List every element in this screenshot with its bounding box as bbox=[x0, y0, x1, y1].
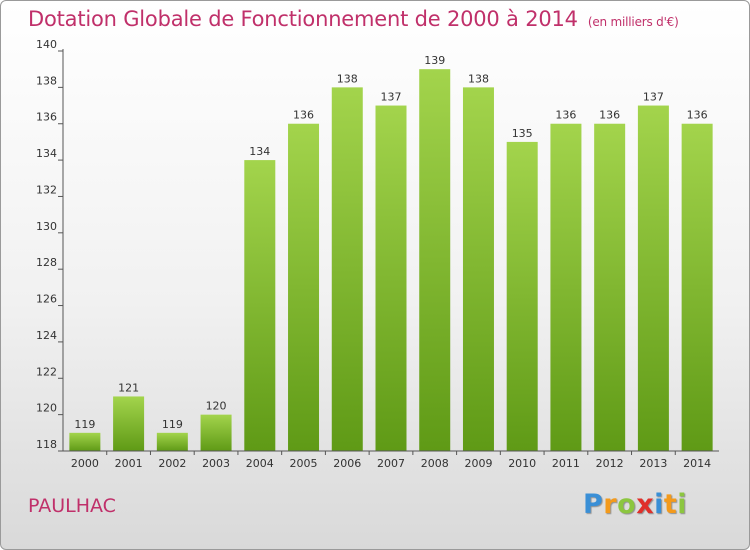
bar-value-label: 121 bbox=[118, 381, 139, 394]
bar-2004 bbox=[244, 160, 276, 451]
x-tick-label: 2002 bbox=[158, 457, 186, 470]
bar-2002 bbox=[156, 432, 188, 451]
y-tick-label: 120 bbox=[36, 402, 57, 415]
x-tick-label: 2009 bbox=[464, 457, 492, 470]
bar-value-label: 136 bbox=[599, 109, 620, 122]
y-tick-label: 118 bbox=[36, 438, 57, 451]
y-tick-label: 130 bbox=[36, 220, 57, 233]
bars: 119 121 119 120 134 136 138 137 139 138 135 136 136 1… bbox=[69, 54, 713, 452]
y-tick-label: 140 bbox=[36, 38, 57, 51]
proxiti-logo: Proxiti bbox=[583, 489, 687, 525]
x-tick-label: 2014 bbox=[683, 457, 711, 470]
y-tick-label: 136 bbox=[36, 111, 57, 124]
y-tick-label: 124 bbox=[36, 329, 57, 342]
bar-value-label: 139 bbox=[424, 54, 445, 67]
y-tick-label: 122 bbox=[36, 365, 57, 378]
x-tick-label: 2006 bbox=[333, 457, 361, 470]
y-tick-label: 126 bbox=[36, 293, 57, 306]
commune-name: PAULHAC bbox=[28, 495, 116, 517]
x-tick-label: 2000 bbox=[71, 457, 99, 470]
logo-letter: x bbox=[636, 489, 655, 520]
y-tick-label: 128 bbox=[36, 256, 57, 269]
bar-2000 bbox=[69, 432, 101, 451]
y-tick-label: 132 bbox=[36, 183, 57, 196]
bar-value-label: 120 bbox=[206, 400, 227, 413]
x-tick-label: 2012 bbox=[596, 457, 624, 470]
bar-value-label: 134 bbox=[249, 145, 270, 158]
logo-letter: P bbox=[583, 489, 604, 520]
bar-value-label: 119 bbox=[162, 418, 183, 431]
logo-letter: i bbox=[677, 489, 688, 520]
bar-2012 bbox=[594, 123, 626, 452]
bar-2008 bbox=[419, 69, 451, 451]
bar-2013 bbox=[637, 105, 669, 451]
chart-unit: (en milliers d'€) bbox=[587, 15, 679, 29]
bar-value-label: 135 bbox=[512, 127, 533, 140]
bar-value-label: 137 bbox=[381, 91, 402, 104]
logo-letter: i bbox=[654, 489, 664, 520]
bar-value-label: 137 bbox=[643, 91, 664, 104]
x-axis: 2000 2001 2002 2003 2004 2005 2006 2007 2008 2009… bbox=[63, 450, 719, 470]
x-tick-label: 2004 bbox=[246, 457, 274, 470]
x-tick-label: 2005 bbox=[290, 457, 318, 470]
bar-2003 bbox=[200, 414, 232, 451]
logo-letter: t bbox=[663, 489, 678, 520]
bar-value-label: 138 bbox=[337, 72, 358, 85]
bar-2011 bbox=[550, 123, 582, 452]
y-tick-label: 138 bbox=[36, 74, 57, 87]
bar-value-label: 136 bbox=[293, 109, 314, 122]
bar-2014 bbox=[681, 123, 713, 452]
x-tick-label: 2013 bbox=[639, 457, 667, 470]
x-tick-label: 2007 bbox=[377, 457, 405, 470]
chart-title: Dotation Globale de Fonctionnement de 20… bbox=[28, 7, 679, 31]
bar-value-label: 119 bbox=[74, 418, 95, 431]
bar-2007 bbox=[375, 105, 407, 451]
bar-2001 bbox=[113, 396, 145, 451]
bar-value-label: 138 bbox=[468, 72, 489, 85]
y-axis: 118 120 122 124 126 128 130 132 134 136 138 140 bbox=[36, 38, 64, 452]
bar-value-label: 136 bbox=[687, 109, 708, 122]
y-tick-label: 134 bbox=[36, 147, 57, 160]
bar-2010 bbox=[506, 141, 538, 451]
logo-letter: r bbox=[603, 489, 618, 520]
x-tick-label: 2011 bbox=[552, 457, 580, 470]
x-tick-label: 2010 bbox=[508, 457, 536, 470]
x-tick-label: 2001 bbox=[115, 457, 143, 470]
bar-2009 bbox=[462, 87, 494, 451]
bar-2005 bbox=[288, 123, 320, 452]
bar-2006 bbox=[331, 87, 363, 451]
bar-value-label: 136 bbox=[555, 109, 576, 122]
chart-title-text: Dotation Globale de Fonctionnement de 20… bbox=[28, 7, 578, 31]
x-tick-label: 2008 bbox=[421, 457, 449, 470]
x-tick-label: 2003 bbox=[202, 457, 230, 470]
logo-letter: o bbox=[617, 489, 637, 520]
